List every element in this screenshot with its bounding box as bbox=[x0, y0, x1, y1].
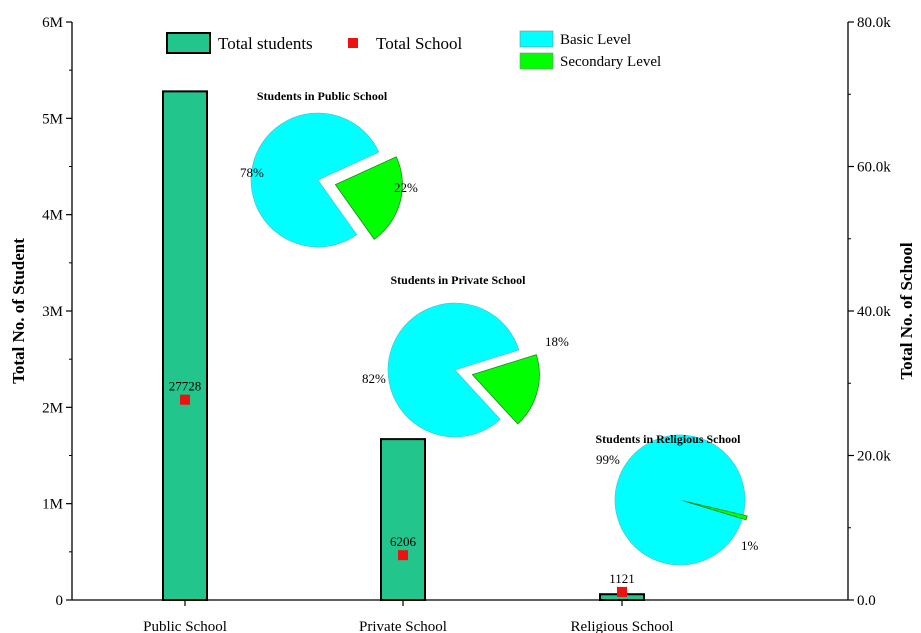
left-tick-label: 3M bbox=[42, 304, 63, 320]
legend-pie-swatch bbox=[519, 30, 554, 48]
left-tick-label: 5M bbox=[42, 111, 63, 127]
x-tick-label: Private School bbox=[359, 619, 447, 633]
bars bbox=[162, 90, 645, 602]
left-axis-title: Total No. of Student bbox=[9, 238, 28, 384]
bar bbox=[380, 438, 426, 601]
legend-pie-label: Secondary Level bbox=[560, 54, 661, 70]
legend-bar-label: Total students bbox=[218, 34, 313, 53]
left-tick-label: 1M bbox=[42, 497, 63, 513]
legend-pie-label: Basic Level bbox=[560, 32, 631, 48]
pies: Students in Public School 78% 22% Students … bbox=[240, 89, 759, 566]
pie-title: Students in Public School bbox=[257, 89, 388, 103]
left-tick-label: 4M bbox=[42, 208, 63, 224]
pie-percent-label: 78% bbox=[240, 165, 264, 180]
legend-bar-swatch bbox=[166, 32, 211, 54]
pie-slice-secondary bbox=[471, 354, 540, 425]
pie-percent-label: 1% bbox=[741, 538, 759, 553]
right-tick-label: 80.0k bbox=[857, 15, 891, 31]
point-label: 27728 bbox=[169, 379, 202, 394]
pie-title: Students in Private School bbox=[390, 273, 526, 287]
left-tick-label: 2M bbox=[42, 400, 63, 416]
pie-slice-secondary bbox=[683, 500, 748, 521]
school-point bbox=[398, 550, 408, 561]
pie-slice-basic bbox=[250, 112, 380, 248]
school-point bbox=[180, 394, 190, 405]
pie-percent-label: 22% bbox=[394, 180, 418, 195]
right-tick-label: 0.0 bbox=[857, 593, 876, 609]
points: 27728 6206 1121 bbox=[169, 379, 635, 597]
legend-point-label: Total School bbox=[376, 34, 462, 53]
bar bbox=[162, 90, 208, 602]
pie-percent-label: 82% bbox=[362, 371, 386, 386]
legend-pie-swatch bbox=[519, 52, 554, 70]
right-tick-label: 60.0k bbox=[857, 160, 891, 176]
pie-percent-label: 99% bbox=[596, 452, 620, 467]
pie-slice-secondary bbox=[334, 156, 403, 240]
left-tick-label: 6M bbox=[42, 15, 63, 31]
pie-slice-basic bbox=[614, 434, 746, 566]
pie-percent-label: 18% bbox=[545, 334, 569, 349]
x-tick-label: Religious School bbox=[571, 619, 674, 633]
right-tick-label: 20.0k bbox=[857, 449, 891, 465]
left-tick-label: 0 bbox=[56, 593, 64, 609]
legend: Total students Total School Basic Level Sec… bbox=[166, 30, 661, 70]
x-tick-label: Public School bbox=[143, 619, 227, 633]
point-label: 6206 bbox=[390, 534, 417, 549]
legend-point-swatch bbox=[348, 38, 358, 48]
pie-slice-basic bbox=[387, 302, 520, 438]
right-axis-title: Total No. of School bbox=[897, 242, 916, 380]
point-label: 1121 bbox=[609, 571, 635, 586]
right-tick-label: 40.0k bbox=[857, 304, 891, 320]
school-point bbox=[617, 586, 627, 597]
pie-title: Students in Religious School bbox=[595, 432, 741, 446]
